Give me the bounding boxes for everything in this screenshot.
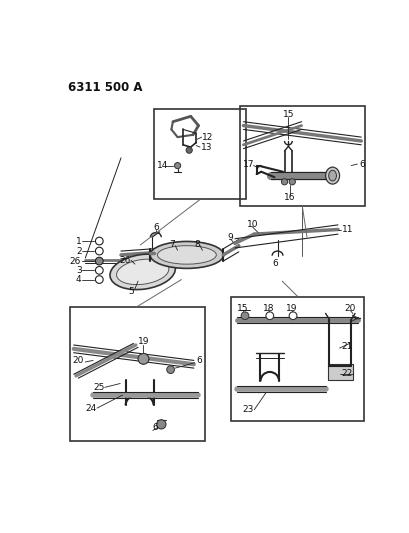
Ellipse shape [325,167,339,184]
Bar [154,109,245,199]
Text: 9: 9 [227,233,232,243]
Text: 18: 18 [262,304,273,312]
Text: 21: 21 [340,342,352,351]
Text: 6: 6 [272,259,277,268]
Bar [327,364,352,379]
Circle shape [138,353,148,364]
Text: 26: 26 [70,256,81,265]
Ellipse shape [157,246,216,264]
Circle shape [95,257,103,265]
Text: 24: 24 [85,403,97,413]
Text: 3: 3 [76,266,82,275]
Text: 25: 25 [93,383,104,392]
Circle shape [281,179,287,185]
Text: 22: 22 [340,369,351,378]
Circle shape [174,163,180,168]
Bar [70,306,205,441]
Circle shape [186,147,192,154]
Circle shape [156,419,166,429]
Text: 15: 15 [282,109,293,118]
Text: 11: 11 [341,225,353,234]
Text: 15: 15 [236,304,248,312]
Circle shape [95,266,103,274]
Text: 8: 8 [194,240,200,249]
Text: 20: 20 [344,304,355,312]
Text: 17: 17 [243,159,254,168]
Text: 1: 1 [76,237,82,246]
Bar [239,106,364,206]
Ellipse shape [116,259,169,285]
Text: 7: 7 [169,240,174,249]
Circle shape [95,237,103,245]
Text: 12: 12 [202,133,213,142]
Circle shape [288,179,294,185]
Text: 6: 6 [358,159,364,168]
Text: 10: 10 [246,220,257,229]
Text: 26: 26 [119,256,130,265]
Text: 23: 23 [242,405,254,414]
Circle shape [95,276,103,284]
Bar [231,296,364,421]
Circle shape [288,312,296,320]
Text: 19: 19 [285,304,297,312]
Text: 6: 6 [153,423,158,432]
Text: 14: 14 [156,161,168,170]
Text: 6311 500 A: 6311 500 A [68,81,142,94]
Text: 6: 6 [153,223,158,232]
Circle shape [95,247,103,255]
Circle shape [265,312,273,320]
Ellipse shape [110,254,175,289]
Circle shape [240,312,248,320]
Text: 20: 20 [72,356,83,365]
Text: 5: 5 [128,287,134,296]
Text: 16: 16 [283,192,295,201]
Text: 13: 13 [200,143,212,151]
Text: 2: 2 [76,247,81,255]
Ellipse shape [150,241,223,269]
Ellipse shape [328,170,336,181]
Text: 6: 6 [196,356,202,365]
Text: 4: 4 [76,275,81,284]
Text: 19: 19 [137,337,149,346]
Circle shape [166,366,174,374]
